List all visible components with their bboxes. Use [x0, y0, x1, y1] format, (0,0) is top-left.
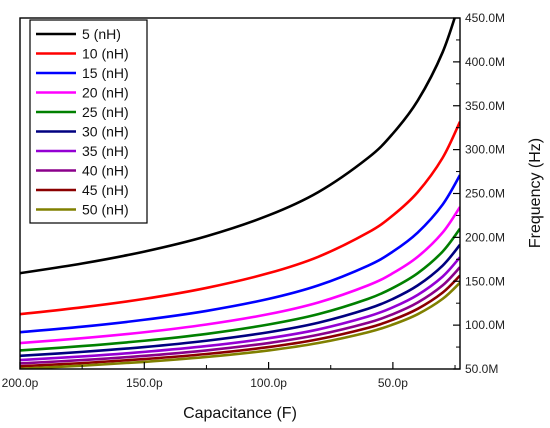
y-tick-label: 100.0M	[465, 318, 505, 332]
y-axis: 50.0M 100.0M 150.0M 200.0M 250.0M 300.0M 350.0…	[453, 11, 505, 376]
y-axis-title: Frequency (Hz)	[527, 138, 544, 248]
series-line-3	[20, 174, 460, 334]
y-tick-label: 450.0M	[465, 11, 505, 25]
x-tick-label: 100.0p	[250, 376, 287, 390]
legend-label-6: 30 (nH)	[82, 124, 129, 140]
legend: 5 (nH) 10 (nH) 15 (nH) 20 (nH) 25 (nH) 30 (nH…	[29, 19, 148, 224]
x-tick-label: 150.0p	[126, 376, 163, 390]
y-tick-label: 400.0M	[465, 55, 505, 69]
y-tick-label: 250.0M	[465, 187, 505, 201]
legend-label-1: 5 (nH)	[82, 26, 121, 42]
series-layer	[20, 18, 460, 369]
x-tick-label: 50.0p	[378, 376, 408, 390]
legend-label-4: 20 (nH)	[82, 85, 129, 101]
x-axis: 200.0p 150.0p 100.0p 50.0p	[2, 362, 456, 390]
legend-label-7: 35 (nH)	[82, 143, 129, 159]
series-line-9	[20, 274, 460, 368]
legend-label-3: 15 (nH)	[82, 65, 129, 81]
y-tick-label: 200.0M	[465, 230, 505, 244]
series-line-10	[20, 281, 460, 369]
series-line-7	[20, 256, 460, 362]
y-tick-label: 50.0M	[465, 362, 498, 376]
x-tick-label: 200.0p	[2, 376, 39, 390]
legend-label-8: 40 (nH)	[82, 163, 129, 179]
x-axis-title: Capacitance (F)	[183, 405, 297, 422]
legend-label-9: 45 (nH)	[82, 182, 129, 198]
legend-label-2: 10 (nH)	[82, 46, 129, 62]
series-line-6	[20, 243, 460, 358]
y-tick-label: 300.0M	[465, 143, 505, 157]
legend-label-10: 50 (nH)	[82, 202, 129, 218]
series-line-2	[20, 121, 460, 316]
y-tick-label: 350.0M	[465, 99, 505, 113]
series-line-4	[20, 206, 460, 345]
series-line-1	[20, 18, 456, 275]
series-line-5	[20, 227, 460, 352]
series-line-8	[20, 266, 460, 365]
legend-label-5: 25 (nH)	[82, 104, 129, 120]
y-tick-label: 150.0M	[465, 274, 505, 288]
